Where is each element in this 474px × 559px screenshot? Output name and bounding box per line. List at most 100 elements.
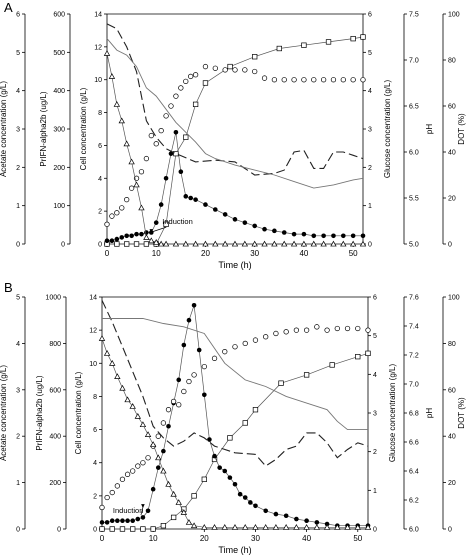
cell-axis-title: Cell concentration (g/L) [74,371,83,454]
data-point-triangle [330,240,337,247]
data-point-square [192,101,199,108]
ph-tick-label: 7.4 [409,324,419,331]
acetate-tick-label: 4 [16,88,20,95]
arrow-shaft [151,226,167,233]
data-point-open-circle [202,63,209,70]
acetate-tick-label: 2 [16,165,20,172]
acetate-axis: 0 1 2 3 4 5 6 Acetate concentration (g/L) [0,12,26,249]
data-point-filled-circle [212,453,217,459]
data-point-open-circle [330,77,337,83]
x-axis-title: Time (h) [218,545,251,555]
glucose-axis-title: Glucose concentration (g/L) [383,80,392,179]
x-tick-label: 10 [149,534,158,543]
data-point-open-circle [158,127,164,134]
data-point-filled-circle [129,233,134,239]
acetate-tick-label: 5 [16,295,20,302]
data-point-square [227,435,233,441]
glucose-tick-label: 3 [373,411,377,418]
data-point-square [173,150,179,157]
data-point-triangle [242,524,249,530]
data-point-filled-circle [109,518,115,524]
prifn-tick-label: 200 [49,480,61,487]
data-point-triangle [138,204,145,211]
data-point-square [350,35,356,42]
ph-tick-label: 6.2 [409,498,419,505]
acetate-tick-label: 1 [16,203,20,210]
data-point-open-circle [170,398,177,405]
data-point-triangle [282,524,290,530]
data-point-open-circle [104,494,110,501]
data-point-triangle [103,50,111,56]
data-point-triangle [155,454,162,461]
prifn-axis: 0 100 200 300 400 500 600 PrIFN-alpha2b (ug/L) [39,12,71,249]
panel-letter: B [4,280,13,295]
glucose-tick-label: 2 [368,165,372,172]
data-point-square [360,34,366,40]
cell-tick-label: 10 [89,361,97,368]
acetate-tick-label: 1 [16,480,20,487]
prifn-tick-label: 400 [49,434,61,441]
cell-axis-title: Cell concentration (g/L) [79,87,88,170]
data-point-square [183,134,189,140]
data-point-triangle [114,373,121,379]
x-tick-label: 20 [200,534,209,543]
data-point-filled-circle [242,495,248,500]
data-point-open-circle [104,221,110,227]
data-point-triangle [144,431,152,437]
data-point-triangle [180,509,188,515]
data-point-triangle [133,181,140,188]
data-point-filled-circle [104,520,110,525]
arrow-shaft [140,507,144,516]
data-point-filled-circle [294,516,299,522]
data-point-filled-circle [168,151,174,156]
data-point-open-circle [140,460,146,466]
data-point-open-circle [124,196,130,203]
data-point-open-circle [168,103,174,109]
data-point-open-circle [130,468,136,474]
data-point-filled-circle [139,231,144,237]
x-tick-label: 50 [353,534,362,543]
acetate-tick-label: 4 [16,341,20,348]
data-point-filled-circle [114,236,120,242]
data-point-triangle [182,240,189,247]
data-point-open-circle [148,132,154,139]
series-open-circle [104,63,366,227]
acetate-tick-label: 3 [16,127,20,134]
data-point-open-circle [293,327,300,333]
data-point-open-circle [153,141,159,147]
data-point-filled-circle [341,233,346,239]
data-point-open-circle [222,349,228,355]
data-point-square [163,221,169,227]
data-point-filled-circle [181,342,187,348]
glucose-tick-label: 2 [373,449,377,456]
series-line [102,352,369,530]
data-point-filled-circle [161,448,166,454]
data-point-open-circle [135,463,141,469]
data-point-filled-circle [222,468,228,474]
cell-tick-label: 2 [98,209,102,216]
x-tick-label: 40 [299,249,308,258]
series-open-circle [99,324,371,511]
data-point-open-circle [281,77,287,83]
x-tick-label: 0 [105,249,110,258]
dot-axis: 0 20 40 60 80 100 DOT (%) [442,12,466,249]
data-point-open-circle [165,407,172,413]
data-point-open-circle [252,68,258,75]
cell-tick-label: 8 [93,394,97,401]
ph-tick-label: 7.0 [409,382,419,389]
glucose-tick-label: 0 [373,527,377,534]
prifn-tick-label: 0 [57,527,61,534]
data-point-filled-circle [350,233,356,239]
data-point-open-circle [301,77,307,83]
data-point-filled-circle [191,302,197,308]
data-point-open-circle [183,78,189,85]
data-point-filled-circle [207,437,212,442]
glucose-tick-label: 5 [368,50,372,57]
ph-tick-label: 6.5 [409,104,419,111]
data-point-square [202,80,209,86]
data-point-filled-circle [120,518,125,524]
data-point-triangle [118,117,125,124]
data-point-open-circle [191,372,197,378]
